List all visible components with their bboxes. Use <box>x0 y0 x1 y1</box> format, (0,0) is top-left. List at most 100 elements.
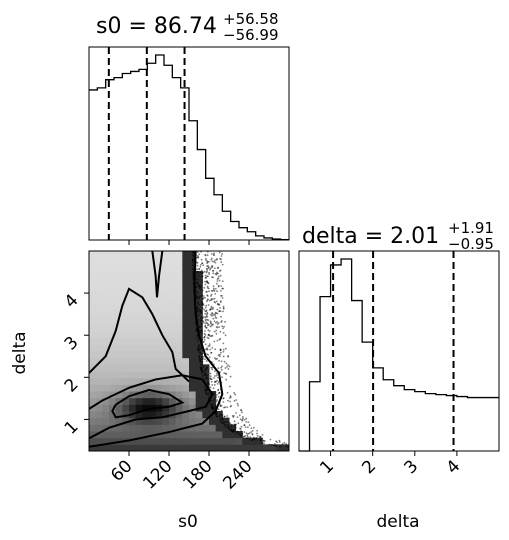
sample-point <box>198 287 201 290</box>
density-cell <box>129 317 137 325</box>
sample-point <box>205 257 207 260</box>
sample-point <box>201 360 204 363</box>
sample-point <box>200 310 203 313</box>
sample-point <box>202 321 205 324</box>
sample-point <box>226 415 229 417</box>
sample-point <box>195 294 198 296</box>
density-cell <box>149 357 157 365</box>
density-cell <box>175 337 183 345</box>
density-cell <box>189 357 197 365</box>
delta-title-plus: +1.91 <box>448 219 494 237</box>
sample-point <box>211 312 214 315</box>
density-cell <box>95 377 103 385</box>
sample-point <box>200 356 203 358</box>
density-cell <box>175 277 183 285</box>
sample-point <box>218 326 220 328</box>
density-cell <box>182 311 190 319</box>
sample-point <box>209 320 212 323</box>
sample-point <box>214 348 217 351</box>
density-cell <box>195 437 203 445</box>
density-cell <box>242 444 250 451</box>
sample-point <box>248 432 251 435</box>
density-cell <box>109 251 117 259</box>
density-cell <box>89 411 97 419</box>
sample-point <box>216 280 219 283</box>
density-cell <box>189 444 197 451</box>
sample-point <box>208 266 210 269</box>
density-cell <box>142 351 150 359</box>
contour-mid <box>89 374 214 440</box>
sample-point <box>200 323 203 326</box>
density-cell <box>135 344 143 352</box>
sample-point <box>216 282 218 285</box>
density-cell <box>235 444 243 451</box>
density-cell <box>182 324 190 332</box>
sample-point <box>212 269 214 272</box>
density-cell <box>215 437 223 445</box>
contour-outer-left <box>89 287 190 383</box>
joint-xtick-label-2: 180 <box>179 456 216 493</box>
sample-point <box>223 420 226 423</box>
density-cell <box>102 437 110 445</box>
density-cell <box>162 371 170 379</box>
density-cell <box>135 397 143 405</box>
density-cell <box>89 431 97 439</box>
density-cell <box>195 297 203 305</box>
sample-point <box>226 391 229 394</box>
density-cell <box>95 337 103 345</box>
density-cell <box>109 277 117 285</box>
density-cell <box>142 391 150 399</box>
density-cell <box>142 437 150 445</box>
sample-point <box>207 304 210 306</box>
delta-xtick-label-0: 1 <box>316 456 338 478</box>
sample-point <box>191 264 194 267</box>
sample-point <box>201 281 204 284</box>
sample-point <box>237 404 240 407</box>
density-cell <box>89 284 97 292</box>
density-cell <box>135 431 143 439</box>
sample-point <box>221 320 223 322</box>
density-cell <box>89 391 97 399</box>
sample-point <box>217 367 220 370</box>
density-cell <box>149 331 157 339</box>
density-cell <box>102 277 110 285</box>
density-cell <box>189 424 197 432</box>
density-cell <box>162 431 170 439</box>
sample-point <box>283 441 286 444</box>
sample-point <box>218 310 221 312</box>
sample-point <box>204 343 207 346</box>
sample-point <box>227 399 229 402</box>
density-cell <box>95 384 103 392</box>
sample-point <box>201 329 204 332</box>
sample-point <box>227 355 230 358</box>
density-cell <box>149 417 157 425</box>
delta-xtick-label-2: 3 <box>401 456 423 478</box>
sample-point <box>213 340 216 343</box>
density-cell <box>122 417 130 425</box>
sample-point <box>222 419 225 422</box>
density-cell <box>122 391 130 399</box>
sample-point <box>261 442 264 445</box>
sample-point <box>202 355 205 358</box>
density-cell <box>155 331 163 339</box>
density-cell <box>89 437 97 445</box>
density-cell <box>202 404 210 412</box>
sample-point <box>203 270 206 273</box>
density-cell <box>115 357 123 365</box>
density-cell <box>162 411 170 419</box>
sample-point <box>245 420 248 423</box>
sample-point <box>215 273 218 276</box>
sample-point <box>215 396 218 399</box>
density-cell <box>129 357 137 365</box>
sample-point <box>198 326 201 329</box>
density-cell <box>209 424 217 432</box>
sample-point <box>237 431 239 434</box>
density-cell <box>102 391 110 399</box>
density-cell <box>175 311 183 319</box>
density-cell <box>182 344 190 352</box>
density-cell <box>162 324 170 332</box>
sample-point <box>222 327 224 330</box>
density-cell <box>195 417 203 425</box>
sample-point <box>212 323 214 326</box>
sample-point <box>209 268 211 271</box>
